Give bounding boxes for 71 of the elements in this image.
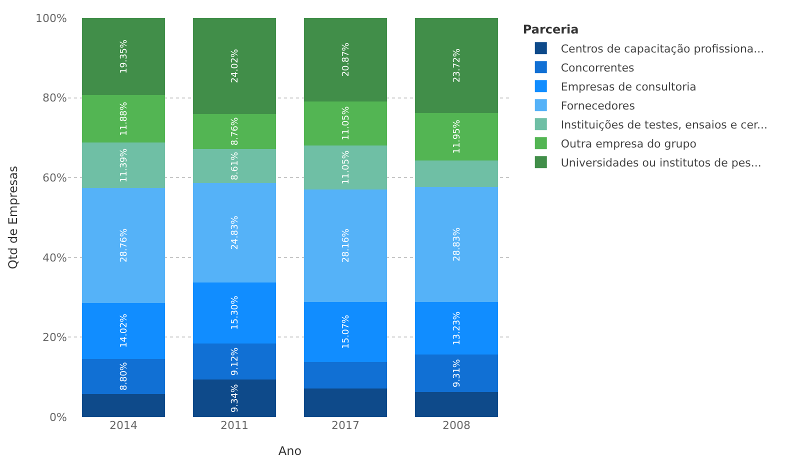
data-label: 11.05% bbox=[341, 150, 352, 184]
data-label: 28.16% bbox=[341, 228, 352, 263]
bar bbox=[304, 302, 388, 362]
x-axis-title: Ano bbox=[278, 444, 302, 458]
bar bbox=[192, 183, 276, 282]
bar bbox=[192, 380, 276, 417]
data-label: 8.61% bbox=[230, 152, 240, 180]
bar bbox=[414, 392, 498, 417]
data-label: 19.35% bbox=[119, 40, 130, 74]
legend-label: Empresas de consultoria bbox=[560, 80, 696, 94]
x-tick-label: 2008 bbox=[442, 419, 470, 432]
bar bbox=[82, 302, 166, 359]
data-label: 24.02% bbox=[230, 49, 240, 83]
legend-label: Universidades ou institutos de pes... bbox=[560, 156, 762, 170]
bar bbox=[82, 95, 166, 143]
data-label: 15.30% bbox=[230, 296, 240, 330]
legend-label: Fornecedores bbox=[560, 99, 636, 112]
y-tick-label: 40% bbox=[42, 251, 67, 264]
y-tick-label: 0% bbox=[50, 410, 67, 424]
bar bbox=[192, 148, 276, 184]
y-tick-label: 60% bbox=[42, 171, 67, 184]
data-label: 28.76% bbox=[119, 228, 130, 262]
bar bbox=[304, 189, 388, 302]
legend-label: Centros de capacitação profissiona... bbox=[560, 42, 764, 56]
data-label: 15.07% bbox=[341, 314, 352, 349]
bar bbox=[82, 142, 166, 188]
bar bbox=[82, 358, 166, 394]
bar bbox=[82, 18, 166, 96]
bar bbox=[304, 18, 388, 102]
y-tick-label: 20% bbox=[42, 331, 67, 344]
bar bbox=[414, 160, 498, 187]
bar bbox=[192, 282, 276, 344]
x-tick-label: 2014 bbox=[110, 419, 138, 432]
data-label: 23.72% bbox=[452, 48, 462, 83]
bar bbox=[414, 112, 498, 161]
data-label: 28.83% bbox=[452, 227, 462, 262]
x-tick-label: 2017 bbox=[332, 419, 360, 432]
y-tick-label: 100% bbox=[36, 12, 67, 25]
data-label: 9.31% bbox=[452, 359, 462, 388]
y-axis-title: Qtd de Empresas bbox=[6, 166, 20, 270]
legend-label: Outra empresa do grupo bbox=[560, 137, 697, 150]
legend-label: Concorrentes bbox=[560, 61, 634, 74]
data-label: 14.02% bbox=[119, 314, 130, 348]
bar bbox=[192, 18, 276, 114]
bar bbox=[82, 394, 166, 417]
bar bbox=[304, 145, 388, 190]
legend-label: Instituições de testes, ensaios e cer... bbox=[560, 118, 768, 132]
data-label: 11.95% bbox=[452, 120, 462, 154]
bar bbox=[192, 343, 276, 380]
y-tick-label: 80% bbox=[42, 92, 67, 105]
data-label: 9.34% bbox=[230, 384, 240, 413]
bar bbox=[192, 114, 276, 149]
bar bbox=[414, 354, 498, 392]
data-label: 8.80% bbox=[119, 362, 130, 390]
data-label: 13.23% bbox=[452, 311, 462, 346]
bar bbox=[414, 302, 498, 355]
data-label: 20.87% bbox=[341, 42, 352, 77]
data-label: 8.76% bbox=[230, 117, 240, 146]
bar bbox=[304, 362, 388, 389]
data-label: 11.88% bbox=[119, 102, 130, 136]
data-label: 24.83% bbox=[230, 216, 240, 250]
legend-title: Parceria bbox=[522, 22, 579, 37]
data-label: 11.39% bbox=[119, 148, 130, 182]
data-label: 11.05% bbox=[341, 106, 352, 140]
bar bbox=[304, 388, 388, 417]
x-tick-label: 2011 bbox=[220, 419, 248, 432]
bar bbox=[82, 188, 166, 303]
bar bbox=[304, 101, 388, 146]
bar bbox=[414, 186, 498, 302]
bar bbox=[414, 18, 498, 113]
data-label: 9.12% bbox=[230, 347, 240, 376]
